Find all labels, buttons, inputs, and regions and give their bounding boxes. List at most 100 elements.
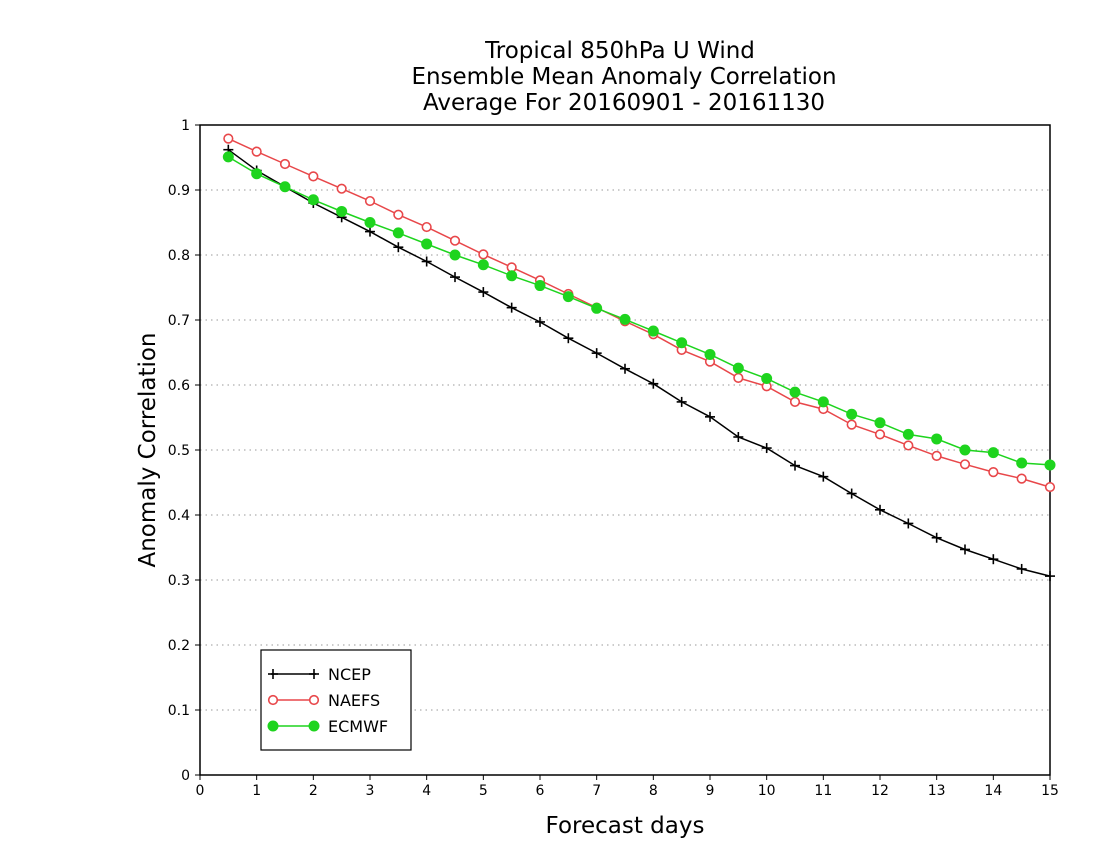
point-naefs-20 bbox=[789, 396, 801, 408]
x-tick-label-10: 10 bbox=[758, 783, 776, 799]
legend-marker-left-naefs bbox=[267, 694, 279, 706]
point-ecmwf-6 bbox=[392, 227, 404, 239]
point-ecmwf-25 bbox=[931, 433, 943, 445]
point-ecmwf-20 bbox=[789, 386, 801, 398]
legend-marker-right-ncep bbox=[309, 669, 319, 679]
point-ncep-14 bbox=[620, 363, 630, 374]
point-ncep-29 bbox=[1045, 571, 1055, 582]
point-naefs-22 bbox=[846, 419, 857, 430]
point-ncep-17 bbox=[705, 411, 715, 422]
point-ecmwf-1 bbox=[251, 168, 263, 180]
point-naefs-6 bbox=[393, 209, 404, 220]
title-line-3: Average For 20160901 - 20161130 bbox=[423, 90, 825, 116]
chart-title: Tropical 850hPa U Wind Ensemble Mean Ano… bbox=[411, 38, 836, 116]
x-tick-label-1: 1 bbox=[252, 783, 261, 799]
point-naefs-27 bbox=[988, 467, 999, 478]
point-naefs-26 bbox=[959, 459, 971, 470]
point-ecmwf-7 bbox=[421, 238, 433, 250]
point-ncep-28 bbox=[1016, 563, 1027, 574]
point-ncep-8 bbox=[450, 272, 460, 283]
point-naefs-4 bbox=[336, 183, 347, 194]
x-tick-label-4: 4 bbox=[422, 783, 431, 799]
x-tick-label-6: 6 bbox=[536, 783, 545, 799]
y-axis-label: Anomaly Correlation bbox=[135, 332, 161, 567]
y-tick-label-7: 0.7 bbox=[168, 313, 190, 329]
point-ncep-6 bbox=[393, 242, 404, 253]
point-naefs-1 bbox=[251, 146, 262, 157]
point-naefs-3 bbox=[308, 171, 319, 182]
legend-box bbox=[260, 649, 412, 751]
x-tick-label-8: 8 bbox=[649, 783, 658, 799]
y-tick-label-5: 0.5 bbox=[168, 443, 190, 459]
point-ncep-26 bbox=[960, 544, 970, 555]
legend-marker-left-ncep bbox=[268, 669, 278, 679]
point-ecmwf-23 bbox=[874, 417, 886, 429]
title-line-1: Tropical 850hPa U Wind bbox=[484, 38, 755, 64]
point-ecmwf-3 bbox=[307, 194, 319, 206]
point-ncep-16 bbox=[676, 396, 687, 407]
point-ncep-9 bbox=[478, 287, 489, 298]
point-ncep-21 bbox=[818, 471, 829, 482]
point-ecmwf-22 bbox=[846, 408, 858, 420]
legend-marker-right-ecmwf bbox=[308, 720, 320, 732]
point-ecmwf-24 bbox=[902, 428, 914, 440]
point-ncep-20 bbox=[790, 460, 800, 471]
series-line-ecmwf bbox=[227, 156, 1051, 466]
point-ncep-23 bbox=[875, 504, 885, 515]
point-ecmwf-29 bbox=[1044, 459, 1056, 471]
legend-label-naefs: NAEFS bbox=[328, 691, 380, 710]
point-ncep-22 bbox=[846, 488, 857, 499]
x-tick-label-7: 7 bbox=[592, 783, 601, 799]
legend: NCEP NAEFS ECMWF bbox=[260, 649, 412, 751]
series-line-naefs bbox=[227, 137, 1051, 488]
point-ncep-27 bbox=[988, 554, 999, 565]
y-tick-label-1: 0.1 bbox=[168, 703, 190, 719]
legend-item-ncep: NCEP bbox=[268, 665, 371, 684]
point-ncep-24 bbox=[903, 518, 914, 529]
point-naefs-28 bbox=[1016, 473, 1027, 484]
point-ncep-12 bbox=[563, 333, 574, 344]
point-naefs-9 bbox=[478, 249, 489, 260]
axis-ticks: 00.10.20.30.40.50.60.70.80.910 1 2 3 4 5 6 7 8 9 1… bbox=[168, 118, 1059, 799]
y-tick-label-0: 0 bbox=[181, 768, 190, 784]
point-ecmwf-19 bbox=[761, 373, 773, 384]
point-ecmwf-12 bbox=[562, 291, 574, 303]
point-naefs-29 bbox=[1044, 481, 1056, 493]
legend-label-ecmwf: ECMWF bbox=[328, 717, 388, 736]
y-tick-label-8: 0.8 bbox=[168, 248, 190, 264]
point-ecmwf-2 bbox=[279, 181, 291, 193]
point-ecmwf-18 bbox=[732, 362, 744, 374]
point-ecmwf-5 bbox=[364, 217, 376, 228]
x-tick-label-9: 9 bbox=[706, 783, 715, 799]
x-tick-label-3: 3 bbox=[366, 783, 375, 799]
point-ecmwf-21 bbox=[817, 396, 829, 408]
point-ecmwf-28 bbox=[1016, 457, 1028, 469]
point-ecmwf-13 bbox=[591, 302, 603, 314]
point-ecmwf-10 bbox=[506, 270, 518, 282]
point-ecmwf-4 bbox=[336, 205, 348, 217]
point-ecmwf-27 bbox=[987, 447, 999, 459]
point-naefs-0 bbox=[223, 133, 234, 144]
point-ncep-10 bbox=[506, 302, 517, 313]
point-ecmwf-17 bbox=[704, 348, 716, 360]
series-ecmwf bbox=[222, 151, 1056, 471]
point-ncep-19 bbox=[761, 443, 772, 454]
series-line-ncep bbox=[227, 149, 1051, 577]
point-ncep-15 bbox=[648, 378, 659, 389]
point-ncep-18 bbox=[733, 432, 744, 442]
legend-marker-right-naefs bbox=[308, 694, 320, 706]
legend-item-naefs: NAEFS bbox=[267, 691, 380, 710]
point-ecmwf-14 bbox=[619, 313, 631, 325]
x-tick-label-0: 0 bbox=[196, 783, 205, 799]
point-ecmwf-11 bbox=[534, 280, 546, 292]
y-tick-label-9: 0.9 bbox=[168, 183, 190, 199]
point-ncep-7 bbox=[421, 256, 432, 267]
point-ncep-5 bbox=[365, 226, 375, 237]
x-axis-label: Forecast days bbox=[546, 813, 705, 839]
point-naefs-7 bbox=[421, 221, 432, 233]
point-naefs-5 bbox=[364, 195, 376, 207]
x-tick-label-12: 12 bbox=[871, 783, 889, 799]
x-tick-label-15: 15 bbox=[1041, 783, 1059, 799]
y-tick-label-4: 0.4 bbox=[168, 508, 190, 524]
